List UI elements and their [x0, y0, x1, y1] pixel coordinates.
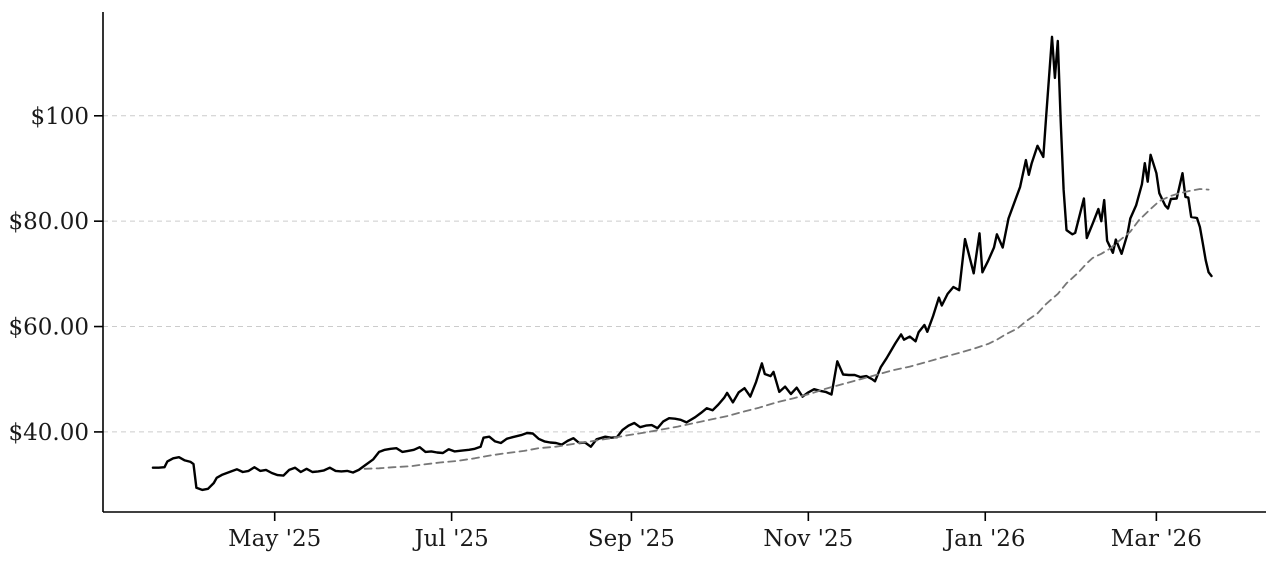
- price-line: [151, 35, 1213, 492]
- x-tick-label: Sep '25: [588, 526, 675, 552]
- x-tick-label: Mar '26: [1111, 526, 1202, 552]
- y-tick-label: $100: [30, 104, 89, 130]
- y-tick-label: $40.00: [9, 420, 89, 446]
- moving-average-line: [363, 188, 1210, 470]
- x-tick-label: May '25: [228, 526, 321, 552]
- x-tick-label: Nov '25: [763, 526, 853, 552]
- y-tick-label: $80.00: [9, 209, 89, 235]
- y-tick-label: $60.00: [9, 315, 89, 341]
- x-tick-label: Jul '25: [412, 526, 488, 552]
- x-tick-label: Jan '26: [943, 526, 1026, 552]
